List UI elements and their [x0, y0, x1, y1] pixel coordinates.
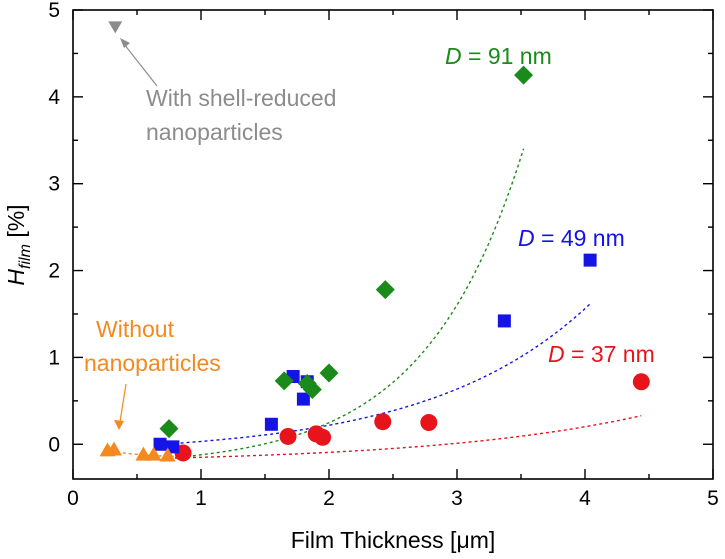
- y-tick-label: 3: [48, 173, 60, 196]
- data-point: [159, 419, 179, 439]
- y-tick-label: 1: [48, 346, 60, 369]
- annotation-without-np-line1: Without: [96, 316, 175, 342]
- data-point: [279, 427, 297, 445]
- y-tick-label: 2: [48, 260, 60, 283]
- x-tick-label: 3: [451, 487, 463, 510]
- y-axis-title-main: H: [3, 269, 29, 286]
- data-point: [319, 363, 339, 383]
- data-point: [108, 21, 123, 34]
- annotation-without-np-line2: nanoparticles: [84, 350, 221, 376]
- data-point: [159, 447, 176, 462]
- data-point: [497, 314, 511, 328]
- x-tick-label: 5: [707, 487, 719, 510]
- x-tick-label: 0: [67, 487, 79, 510]
- annotation-without-np-arrow: [119, 383, 127, 423]
- annotation-shell-reduced-arrow: [123, 43, 158, 87]
- annotation-shell-reduced-arrowhead: [120, 38, 130, 48]
- x-tick-label: 4: [579, 487, 591, 510]
- y-tick-label: 4: [48, 86, 60, 109]
- data-point: [583, 253, 597, 267]
- annotation-without-np-arrowhead: [114, 420, 124, 430]
- data-point: [632, 373, 650, 391]
- data-point: [302, 380, 322, 400]
- fit-curve: [168, 415, 642, 459]
- x-tick-label: 1: [195, 487, 207, 510]
- data-point: [296, 392, 310, 406]
- y-axis-title-sub: film: [17, 244, 34, 269]
- data-point: [135, 446, 152, 461]
- data-point: [374, 413, 392, 431]
- y-axis-title: Hfilm [%]: [3, 204, 34, 285]
- data-point: [314, 428, 332, 446]
- x-axis-title: Film Thickness [μm]: [291, 527, 496, 553]
- data-point: [264, 417, 278, 431]
- x-tick-label: 2: [323, 487, 335, 510]
- data-markers: [99, 21, 650, 462]
- data-point: [514, 65, 534, 85]
- fit-curve: [168, 148, 525, 459]
- data-point: [105, 441, 122, 456]
- y-axis-title-unit: [%]: [3, 204, 29, 244]
- label-d49: D = 49 nm: [518, 225, 625, 251]
- data-point: [145, 446, 162, 461]
- annotation-shell-reduced-line1: With shell-reduced: [146, 85, 336, 111]
- label-d91: D = 91 nm: [445, 43, 552, 69]
- data-point: [274, 371, 294, 391]
- y-axis: 0 1 2 3 4 5: [48, 0, 713, 456]
- data-point: [166, 440, 180, 454]
- data-point: [153, 437, 167, 451]
- y-tick-label: 5: [48, 0, 60, 22]
- data-point: [375, 280, 395, 300]
- y-tick-label: 0: [48, 433, 60, 456]
- fit-curve: [162, 303, 591, 445]
- label-d37: D = 37 nm: [548, 341, 655, 367]
- x-axis: 0 1 2 3 4 5: [67, 10, 719, 510]
- fit-curves: [104, 148, 642, 459]
- data-point: [420, 414, 438, 432]
- annotation-shell-reduced-line2: nanoparticles: [146, 119, 283, 145]
